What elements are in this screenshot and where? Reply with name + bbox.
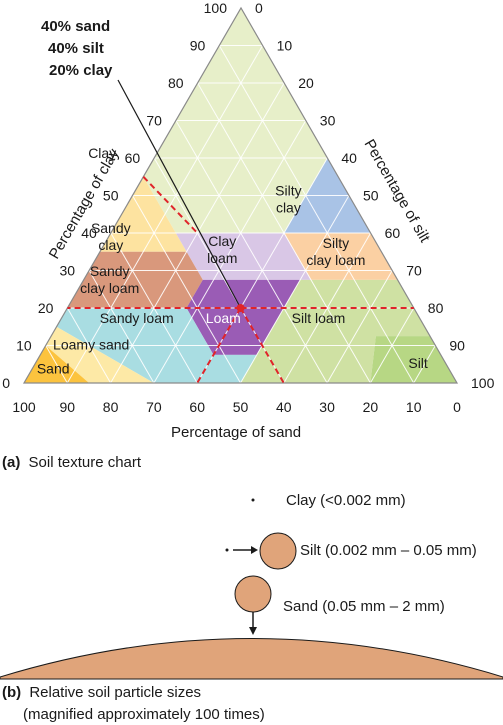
caption-a-letter: (a) <box>2 454 20 471</box>
sand-tick-90: 90 <box>60 399 76 415</box>
grid-line-silt-30 <box>153 120 307 384</box>
clay-tick-40: 40 <box>81 225 97 241</box>
sand-particle <box>0 638 503 680</box>
sand-tick-70: 70 <box>146 399 162 415</box>
sand-tick-40: 40 <box>276 399 292 415</box>
clay-size-label: Clay (<0.002 mm) <box>286 492 406 509</box>
region-label-loam: Loam <box>206 310 241 326</box>
particle-size-figure <box>0 498 503 680</box>
caption-b-letter: (b) <box>2 684 21 701</box>
grid-line-sand-90 <box>45 345 68 384</box>
region-label-clay-loam: Clay loam <box>207 233 237 266</box>
grid-line-sand-30 <box>175 120 328 384</box>
sand-tick-0: 0 <box>453 399 461 415</box>
grid-line-sand-80 <box>66 307 112 384</box>
grid-line-sand-70 <box>88 270 155 384</box>
silt-tick-80: 80 <box>428 300 444 316</box>
grid-line-sand-10 <box>218 45 415 384</box>
example-annotation-line-1: 40% sand <box>41 18 110 35</box>
example-guide-lines <box>67 176 414 384</box>
grid-line-silt-90 <box>413 345 436 384</box>
region-silt-loam <box>240 279 430 383</box>
example-dash-sand <box>239 307 285 384</box>
clay-tick-70: 70 <box>146 113 162 129</box>
region-label-silt: Silt <box>408 355 428 371</box>
example-dash-silt <box>196 307 242 384</box>
sand-tick-20: 20 <box>363 399 379 415</box>
region-loam <box>186 279 301 355</box>
silt-tick-90: 90 <box>449 338 465 354</box>
grid-line-silt-80 <box>369 307 415 384</box>
example-point-dot <box>236 304 245 312</box>
silt-tick-70: 70 <box>406 263 422 279</box>
silt-tick-40: 40 <box>341 150 357 166</box>
example-annotation-line-2: 40% silt <box>48 40 104 57</box>
caption-b: (b) Relative soil particle sizes <box>2 684 201 701</box>
clay-tick-50: 50 <box>103 188 119 204</box>
grid-line-sand-50 <box>132 195 241 384</box>
example-annotation-line-3: 20% clay <box>49 62 113 79</box>
clay-tick-0: 0 <box>2 375 10 391</box>
sand-tick-60: 60 <box>189 399 205 415</box>
clay-tick-80: 80 <box>168 75 184 91</box>
sand-tick-30: 30 <box>319 399 335 415</box>
region-silt <box>370 336 457 383</box>
sand-size-label: Sand (0.05 mm – 2 mm) <box>283 598 445 615</box>
region-label-silty-clay-loam: Silty clay loam <box>306 235 365 268</box>
region-labels: Clay Sandy clay Silty clay Clay loam Silty clay … <box>37 145 428 377</box>
grid-line-silt-10 <box>66 45 264 384</box>
silt-tick-20: 20 <box>298 75 314 91</box>
grid-line-silt-60 <box>283 232 372 384</box>
region-label-silty-clay: Silty clay <box>275 183 301 216</box>
region-label-loamy-sand: Loamy sand <box>53 336 129 352</box>
sand-tick-10: 10 <box>406 399 422 415</box>
sand-tick-100: 100 <box>12 399 36 415</box>
region-label-silt-loam: Silt loam <box>292 310 346 326</box>
clay-tick-10: 10 <box>16 338 32 354</box>
silt-tick-0: 0 <box>255 0 263 16</box>
grid-line-silt-50 <box>240 195 350 384</box>
grid-line-silt-70 <box>326 270 393 384</box>
clay-tick-30: 30 <box>60 263 76 279</box>
silt-tick-50: 50 <box>363 188 379 204</box>
example-point <box>117 79 245 312</box>
caption-a: (a) Soil texture chart <box>2 454 142 471</box>
region-label-sand: Sand <box>37 361 70 377</box>
sand-tick-80: 80 <box>103 399 119 415</box>
caption-b-line-2: (magnified approximately 100 times) <box>23 706 265 723</box>
grid-line-sand-60 <box>110 232 198 384</box>
silt-tick-30: 30 <box>320 113 336 129</box>
clay-tick-90: 90 <box>190 38 206 54</box>
silt-to-sand-arrowhead <box>249 627 257 635</box>
clay-tick-20: 20 <box>38 300 54 316</box>
sand-axis-title: Percentage of sand <box>171 424 301 441</box>
region-sandy-clay-loam <box>67 251 203 308</box>
region-label-sandy-clay-loam: Sandy clay loam <box>80 263 139 296</box>
region-label-sandy-loam: Sandy loam <box>100 310 174 326</box>
caption-b-line-1: Relative soil particle sizes <box>29 684 201 701</box>
triangle-grid <box>45 45 436 384</box>
silt-tick-100: 100 <box>471 375 495 391</box>
silt-tick-60: 60 <box>385 225 401 241</box>
example-pointer-line <box>117 79 242 309</box>
silt-tick-10: 10 <box>277 38 293 54</box>
region-label-sandy-clay: Sandy clay <box>91 220 131 253</box>
silt-size-label: Silt (0.002 mm – 0.05 mm) <box>300 542 477 559</box>
sand-tick-50: 50 <box>233 399 249 415</box>
region-loamy-sand <box>45 326 154 383</box>
triangle-outline <box>22 6 459 384</box>
clay-particle-small <box>225 548 229 552</box>
region-label-clay: Clay <box>88 145 116 161</box>
silt-particle-over-sand <box>234 575 272 613</box>
clay-tick-60: 60 <box>125 150 141 166</box>
clay-to-silt-arrowhead <box>251 546 258 554</box>
clay-particle <box>251 498 255 502</box>
silt-particle <box>259 532 297 570</box>
clay-tick-100: 100 <box>204 0 228 16</box>
example-dash-silt-upper <box>142 176 199 234</box>
caption-a-text: Soil texture chart <box>29 454 142 471</box>
axis-ticks: 0 0 0 10 10 10 20 20 20 30 30 30 40 40 40 50 50 50 60 60 60 7… <box>2 0 494 415</box>
